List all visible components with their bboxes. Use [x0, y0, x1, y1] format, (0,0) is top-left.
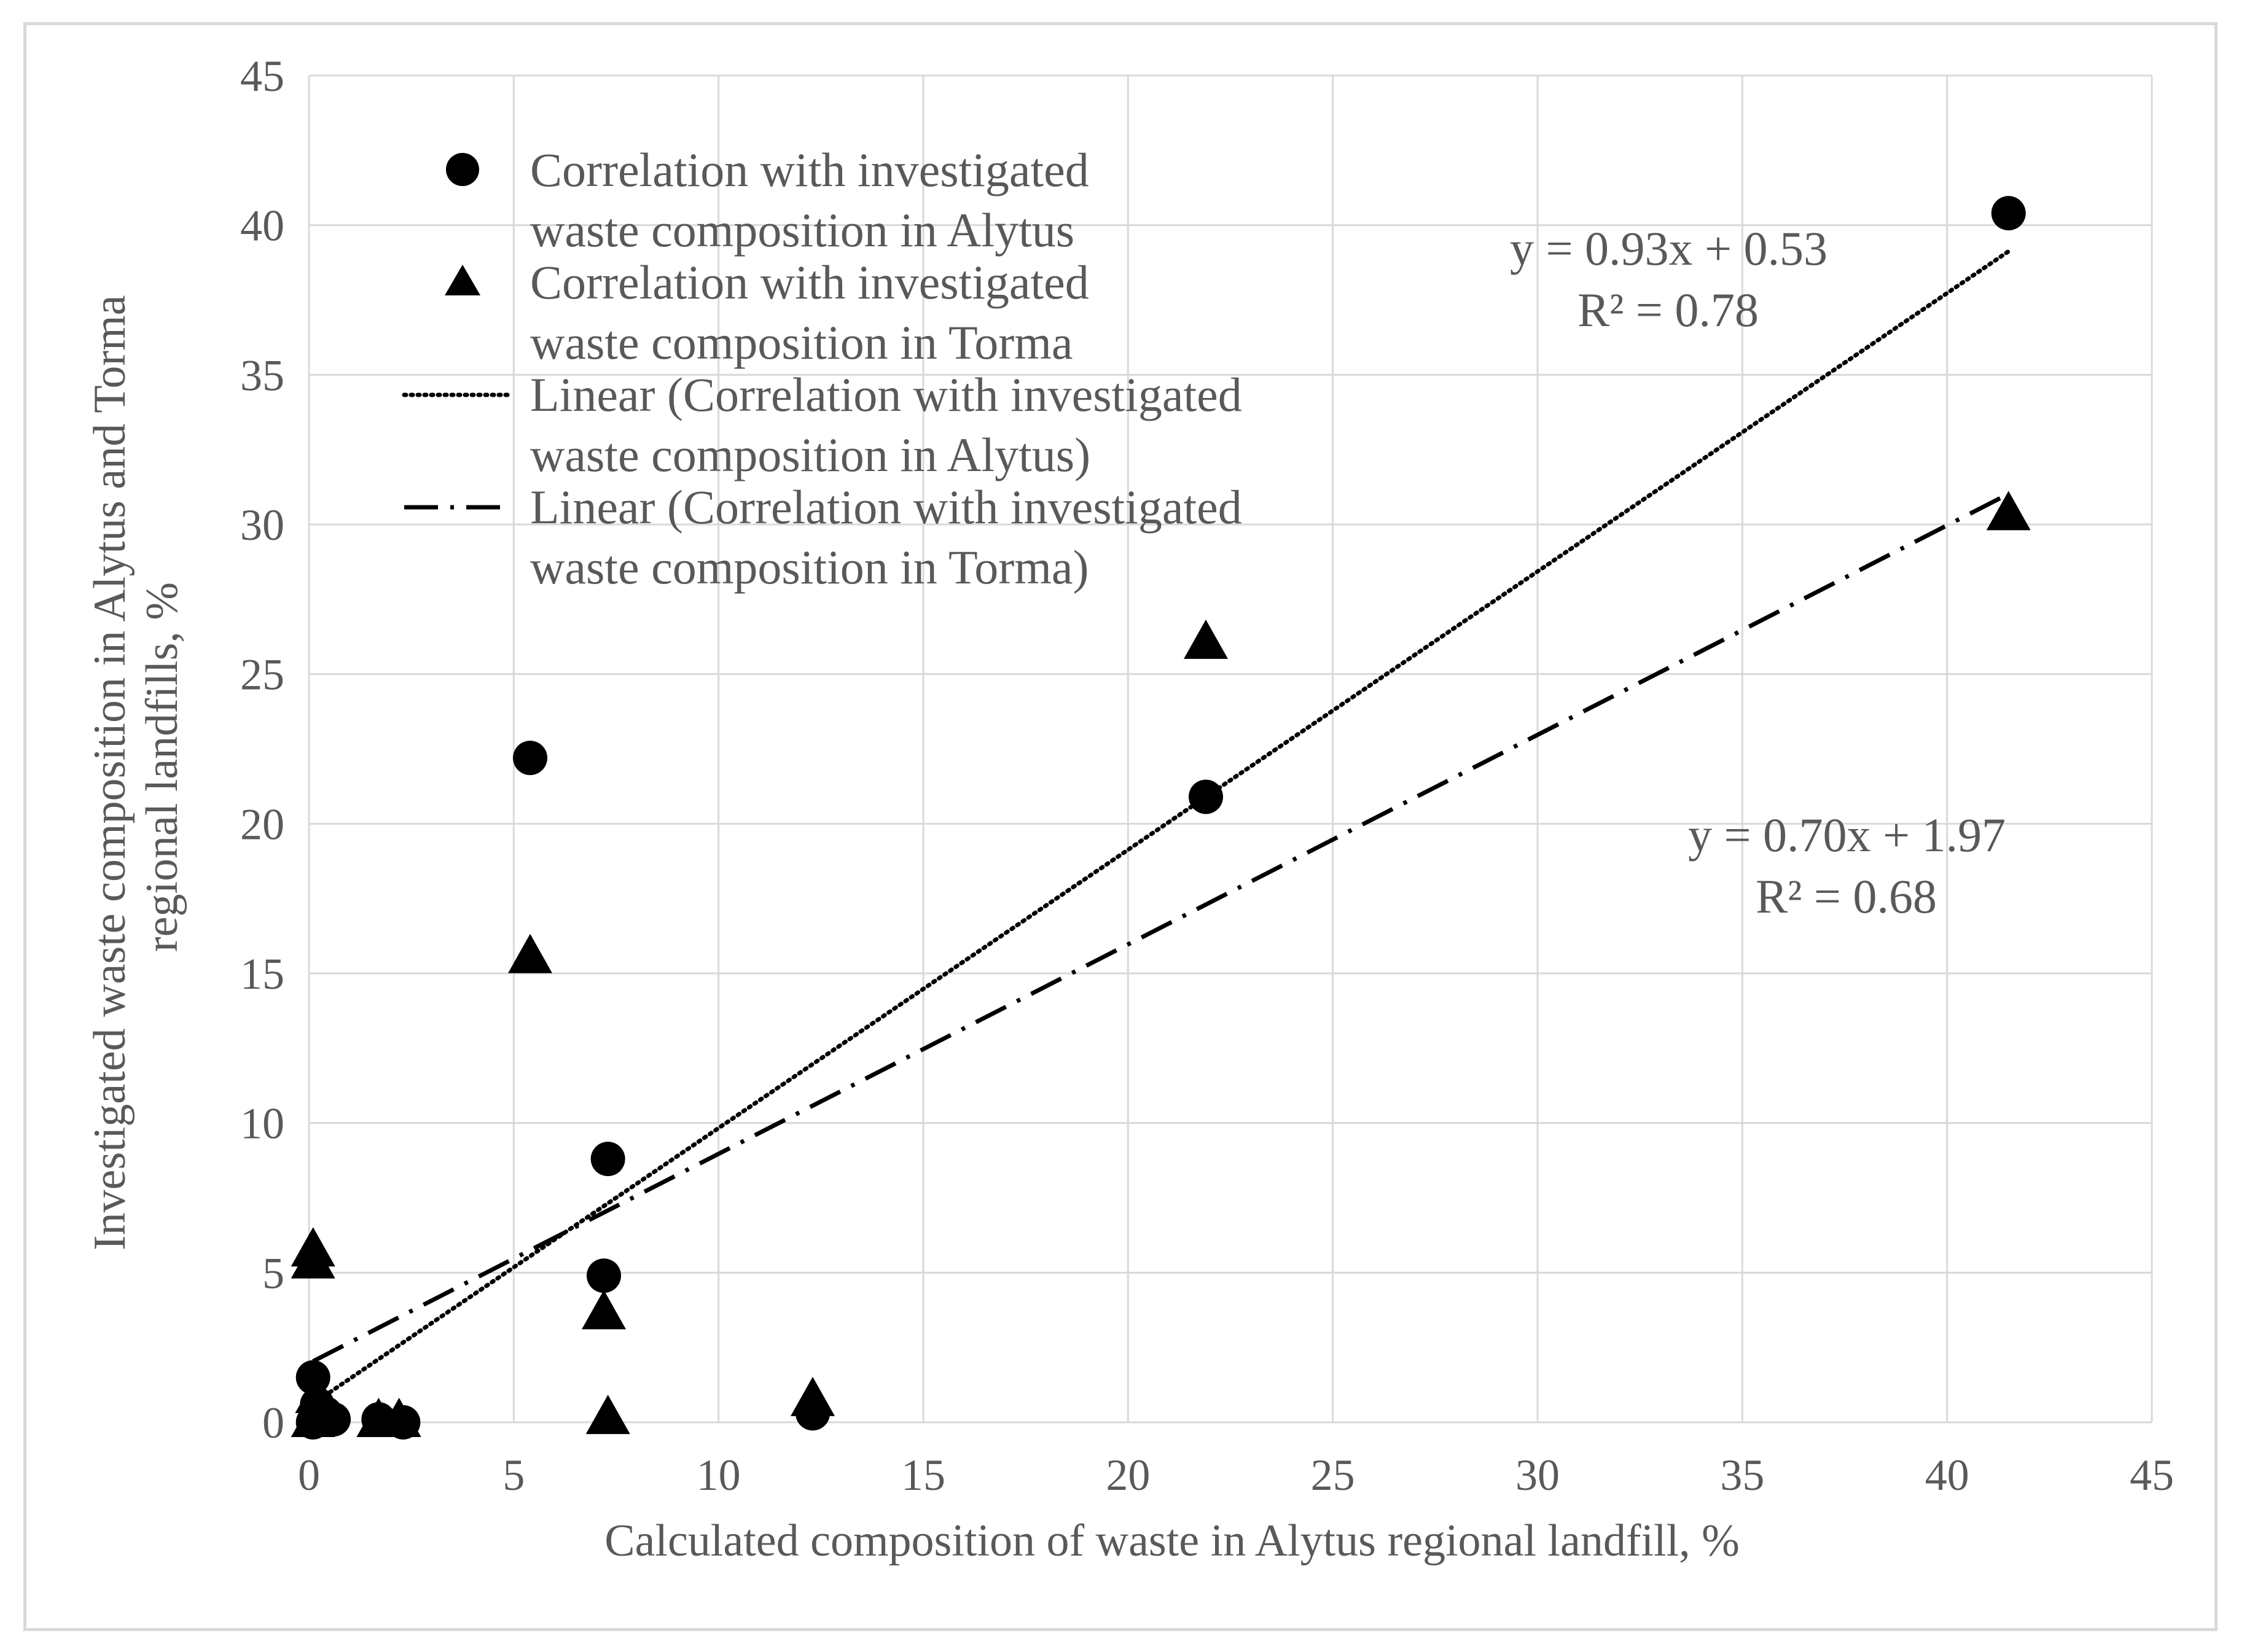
x-tick-label: 30: [1515, 1451, 1560, 1500]
x-tick-label: 45: [2130, 1451, 2174, 1500]
data-points: [291, 196, 2031, 1440]
point-alytus: [590, 1142, 625, 1177]
legend-marker-alytus: [446, 153, 479, 186]
y-tick-label: 35: [240, 351, 284, 400]
legend-label-torma: Correlation with investigated waste comp…: [530, 255, 1101, 369]
legend-marker-torma: [445, 265, 480, 295]
y-axis-title-line-2: regional landfills, %: [137, 582, 187, 952]
x-tick-label: 35: [1720, 1451, 1764, 1500]
x-tick-label: 20: [1106, 1451, 1150, 1500]
trendline-torma: [312, 492, 2010, 1363]
y-tick-label: 5: [262, 1249, 284, 1298]
point-torma: [585, 1395, 630, 1435]
x-tick-label: 5: [502, 1451, 525, 1500]
trendline-label-torma: y = 0.70x + 1.97 R² = 0.68: [1688, 808, 2006, 923]
x-tick-label: 15: [901, 1451, 945, 1500]
y-tick-label: 0: [262, 1398, 284, 1447]
y-axis-title-line-1: Investigated waste composition in Alytus…: [85, 295, 135, 1250]
x-tick-label: 10: [697, 1451, 741, 1500]
point-alytus: [513, 741, 547, 776]
point-torma: [791, 1376, 835, 1416]
y-tick-labels: 0 5 10 15 20 25 30 35 40 45: [240, 52, 284, 1447]
point-torma: [291, 1239, 335, 1279]
trendline-label-alytus: y = 0.93x + 0.53 R² = 0.78: [1510, 222, 1828, 337]
y-tick-label: 20: [240, 800, 284, 849]
equation-torma: y = 0.70x + 1.97: [1688, 808, 2006, 862]
trendlines: [311, 249, 2011, 1406]
x-tick-label: 0: [298, 1451, 320, 1500]
x-tick-labels: 0 5 10 15 20 25 30 35 40 45: [298, 1451, 2174, 1500]
equation-alytus: y = 0.93x + 0.53: [1510, 222, 1828, 275]
legend-label-torma-trend: Linear (Correlation with investigated wa…: [530, 480, 1254, 594]
point-alytus: [587, 1258, 621, 1293]
y-tick-label: 10: [240, 1099, 284, 1148]
r-squared-alytus: R² = 0.78: [1577, 283, 1759, 337]
y-tick-label: 15: [240, 949, 284, 999]
legend-label-alytus-trend: Linear (Correlation with investigated wa…: [530, 368, 1254, 481]
point-torma: [291, 1398, 335, 1437]
point-torma: [582, 1290, 626, 1330]
chart-frame: 0 5 10 15 20 25 30 35 40 45 0 5 10 15 20 25 30 35 40 45 Ca…: [23, 22, 2218, 1631]
y-axis-title: Investigated waste composition in Alytus…: [85, 284, 187, 1250]
y-tick-label: 30: [240, 501, 284, 550]
point-torma: [1986, 491, 2031, 531]
trendline-alytus: [311, 249, 2011, 1406]
x-tick-label: 40: [1925, 1451, 1969, 1500]
scatter-chart: 0 5 10 15 20 25 30 35 40 45 0 5 10 15 20 25 30 35 40 45 Ca…: [85, 52, 2174, 1566]
x-tick-label: 25: [1311, 1451, 1355, 1500]
y-tick-label: 40: [240, 201, 284, 251]
legend: Correlation with investigated waste comp…: [402, 143, 1254, 594]
r-squared-torma: R² = 0.68: [1756, 870, 1937, 923]
y-tick-label: 25: [240, 650, 284, 699]
x-axis-title: Calculated composition of waste in Alytu…: [604, 1516, 1740, 1566]
point-alytus: [1189, 779, 1223, 814]
point-torma: [295, 1374, 340, 1414]
point-alytus: [1991, 196, 2026, 231]
point-torma: [1184, 619, 1228, 659]
point-torma: [377, 1398, 421, 1437]
y-tick-label: 45: [240, 52, 284, 101]
legend-label-alytus: Correlation with investigated waste comp…: [530, 143, 1101, 257]
point-torma: [508, 933, 552, 973]
